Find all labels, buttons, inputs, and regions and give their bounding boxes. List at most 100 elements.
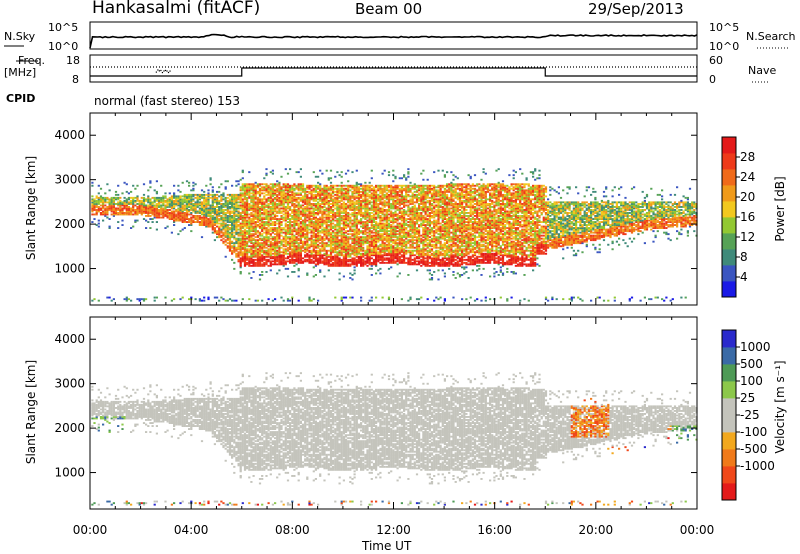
velocity-cell [102, 411, 105, 414]
velocity-cell [265, 428, 268, 430]
velocity-cell [181, 417, 184, 420]
velocity-cell [132, 417, 135, 420]
velocity-cell [194, 414, 197, 417]
velocity-cell [95, 413, 98, 415]
power-cell [168, 213, 171, 216]
power-cell [235, 203, 238, 205]
velocity-cell [241, 373, 244, 376]
power-cell [293, 192, 296, 195]
power-cell [213, 207, 216, 210]
velocity-cell [213, 403, 216, 406]
velocity-cell [99, 402, 103, 405]
velocity-cell [263, 431, 266, 433]
velocity-cell [246, 435, 249, 438]
velocity-cell [160, 411, 163, 414]
power-cell [209, 177, 212, 180]
power-cell [181, 201, 184, 204]
power-cell [276, 210, 279, 213]
power-cell [157, 213, 161, 216]
power-cell [125, 199, 128, 202]
velocity-cell [235, 450, 238, 453]
velocity-cell [241, 403, 244, 406]
velocity-cell [168, 417, 171, 420]
power-cell [226, 221, 229, 223]
power-cell [263, 213, 266, 216]
power-cell [250, 242, 253, 245]
velocity-cell [250, 444, 253, 447]
power-cell [237, 233, 240, 236]
velocity-cell [248, 399, 251, 402]
velocity-cell [276, 391, 279, 394]
velocity-cell [97, 403, 100, 406]
power-cell [237, 255, 240, 258]
power-cell [265, 224, 268, 226]
power-cell [185, 210, 189, 213]
power-cell [243, 213, 247, 216]
velocity-cell [151, 411, 154, 414]
power-cell [185, 203, 189, 205]
velocity-cell [235, 434, 238, 437]
power-cell [91, 210, 94, 213]
velocity-cell [276, 397, 279, 400]
velocity-cell [179, 413, 182, 415]
power-cell [216, 198, 219, 201]
power-cell [241, 209, 244, 211]
velocity-cell [271, 453, 274, 456]
power-cell [117, 212, 120, 214]
velocity-cell [239, 446, 242, 449]
velocity-cell [250, 416, 253, 418]
power-cell [241, 245, 244, 248]
power-cell [211, 201, 214, 204]
power-cell [243, 186, 247, 189]
velocity-cell [265, 455, 268, 458]
power-cell [205, 210, 208, 213]
velocity-cell [286, 456, 290, 459]
velocity-cell [196, 422, 199, 424]
power-cell [248, 272, 251, 275]
velocity-cell [132, 388, 135, 391]
velocity-cell [145, 416, 148, 418]
velocity-cell [246, 441, 249, 444]
power-cell [263, 216, 266, 219]
power-cell [233, 221, 236, 223]
power-cell [173, 219, 176, 222]
velocity-cell [254, 397, 257, 400]
power-cell [250, 183, 253, 186]
power-cell [177, 204, 180, 207]
power-cell [250, 264, 253, 267]
velocity-cell [216, 417, 219, 420]
velocity-cell [121, 411, 124, 414]
velocity-cell [243, 426, 247, 429]
power-cell [248, 237, 251, 240]
velocity-cell [278, 444, 281, 447]
velocity-cell [233, 452, 236, 455]
velocity-cell [258, 456, 262, 459]
velocity-cell [136, 416, 139, 418]
power-cell [248, 196, 251, 199]
velocity-cell [261, 438, 264, 441]
velocity-cell [231, 419, 234, 421]
power-cell [211, 193, 214, 196]
power-cell [252, 233, 255, 236]
velocity-cell [145, 431, 148, 433]
velocity-cell [239, 408, 242, 411]
power-cell [233, 251, 236, 254]
velocity-cell [254, 458, 257, 461]
velocity-cell [239, 422, 242, 424]
velocity-cell [250, 399, 253, 402]
power-cell [226, 180, 229, 183]
velocity-cell [185, 405, 189, 408]
power-cell [263, 236, 266, 239]
power-cell [254, 299, 257, 302]
power-cell [248, 203, 251, 205]
velocity-cell [258, 450, 262, 453]
power-cell [237, 252, 240, 255]
velocity-cell [254, 393, 257, 396]
velocity-cell [91, 413, 94, 415]
power-cell [123, 213, 126, 216]
power-cell [211, 224, 214, 226]
power-cell [196, 216, 199, 219]
power-cell [190, 193, 193, 196]
velocity-cell [256, 449, 259, 452]
velocity-cell [224, 413, 227, 415]
